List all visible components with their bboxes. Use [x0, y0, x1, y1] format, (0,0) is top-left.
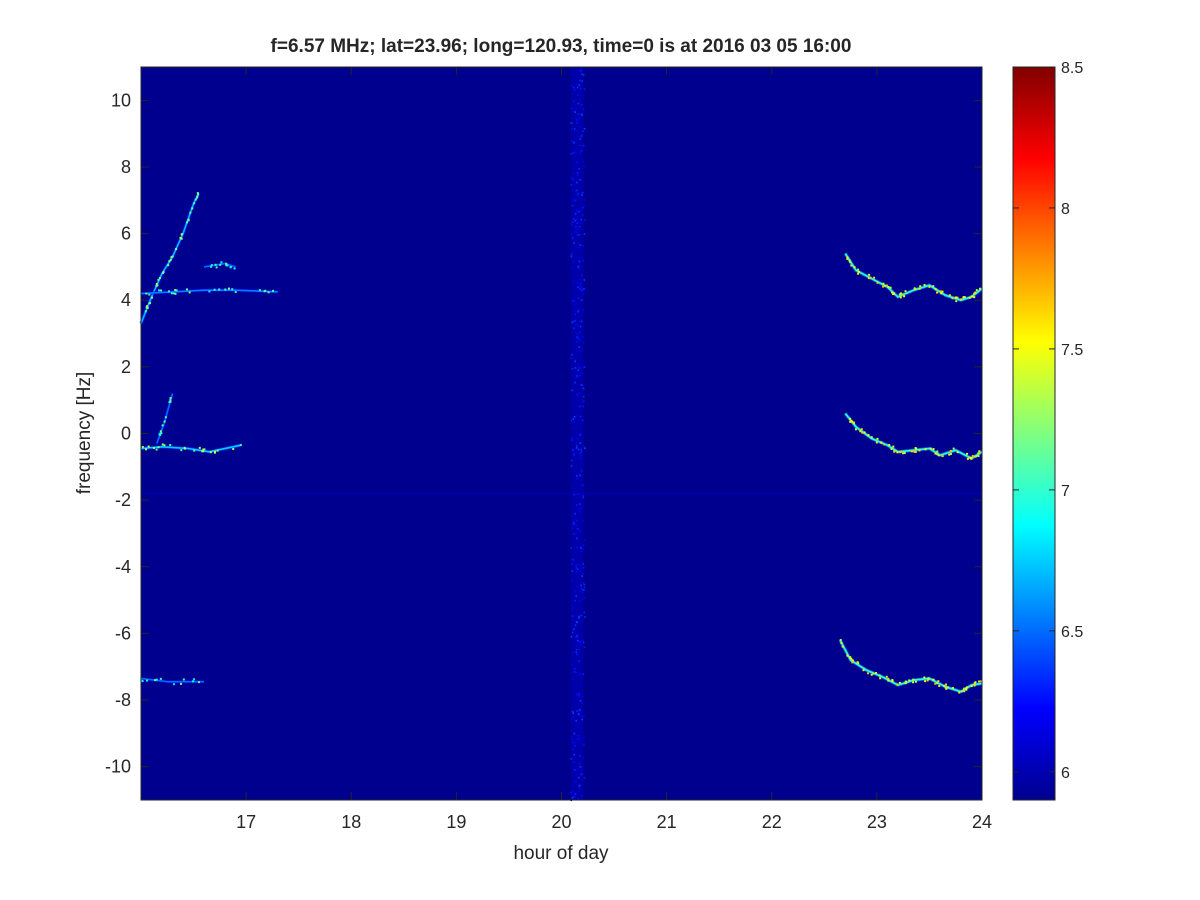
colorbar-tick-label: 6.5: [1061, 624, 1083, 641]
colorbar-tick-label: 7: [1061, 483, 1070, 500]
y-tick-label: 0: [121, 424, 131, 444]
x-tick-label: 19: [446, 812, 466, 832]
colorbar-tick-label: 8.5: [1061, 60, 1083, 77]
x-tick-label: 17: [236, 812, 256, 832]
plot-area: [139, 66, 983, 802]
y-tick-label: 4: [121, 290, 131, 310]
x-tick-label: 24: [972, 812, 992, 832]
chart-title: f=6.57 MHz; lat=23.96; long=120.93, time…: [271, 36, 852, 57]
x-tick-label: 20: [551, 812, 571, 832]
vertical-band: [570, 67, 586, 802]
y-tick-label: 2: [121, 357, 131, 377]
trace-rising-middle-early: [155, 393, 175, 445]
trace-middle-late: [844, 412, 983, 461]
colorbar: 6 6.5 7 7.5 8 8.5: [1012, 60, 1083, 801]
colorbar-frame: [1012, 66, 1056, 801]
x-axis-label: hour of day: [513, 843, 609, 864]
heatmap-features: [139, 67, 983, 802]
trace-lower-early: [140, 676, 205, 686]
y-tick-label: -10: [105, 757, 131, 777]
colorbar-gradient: [1013, 67, 1055, 800]
colorbar-ticks: 6 6.5 7 7.5 8 8.5: [1013, 60, 1083, 782]
colorbar-tick-label: 7.5: [1061, 342, 1083, 359]
trace-middle-early: [140, 443, 242, 454]
colorbar-tick-label: 8: [1061, 201, 1070, 218]
y-tick-label: -6: [115, 623, 131, 643]
x-tick-label: 18: [341, 812, 361, 832]
x-tick-label: 23: [867, 812, 887, 832]
x-tick-label: 21: [657, 812, 677, 832]
y-tick-label: -4: [115, 557, 131, 577]
y-axis-ticks: -10 -8 -6 -4 -2 0 2 4 6 8 10: [105, 90, 982, 777]
y-tick-label: 8: [121, 157, 131, 177]
trace-lower-late: [838, 639, 983, 694]
y-axis-label: frequency [Hz]: [74, 372, 95, 495]
trace-upper-early: [140, 287, 278, 296]
y-tick-label: -2: [115, 490, 131, 510]
y-tick-label: 10: [111, 90, 131, 110]
trace-upper-late: [843, 252, 983, 303]
colorbar-tick-label: 6: [1061, 765, 1070, 782]
y-tick-label: 6: [121, 224, 131, 244]
y-tick-label: -8: [115, 690, 131, 710]
x-axis-ticks: 17 18 19 20 21 22 23 24: [236, 67, 992, 832]
x-tick-label: 22: [762, 812, 782, 832]
heatmap-background: [141, 67, 982, 800]
trace-mid-early-stub: [203, 261, 237, 270]
trace-rising-early: [139, 192, 201, 325]
